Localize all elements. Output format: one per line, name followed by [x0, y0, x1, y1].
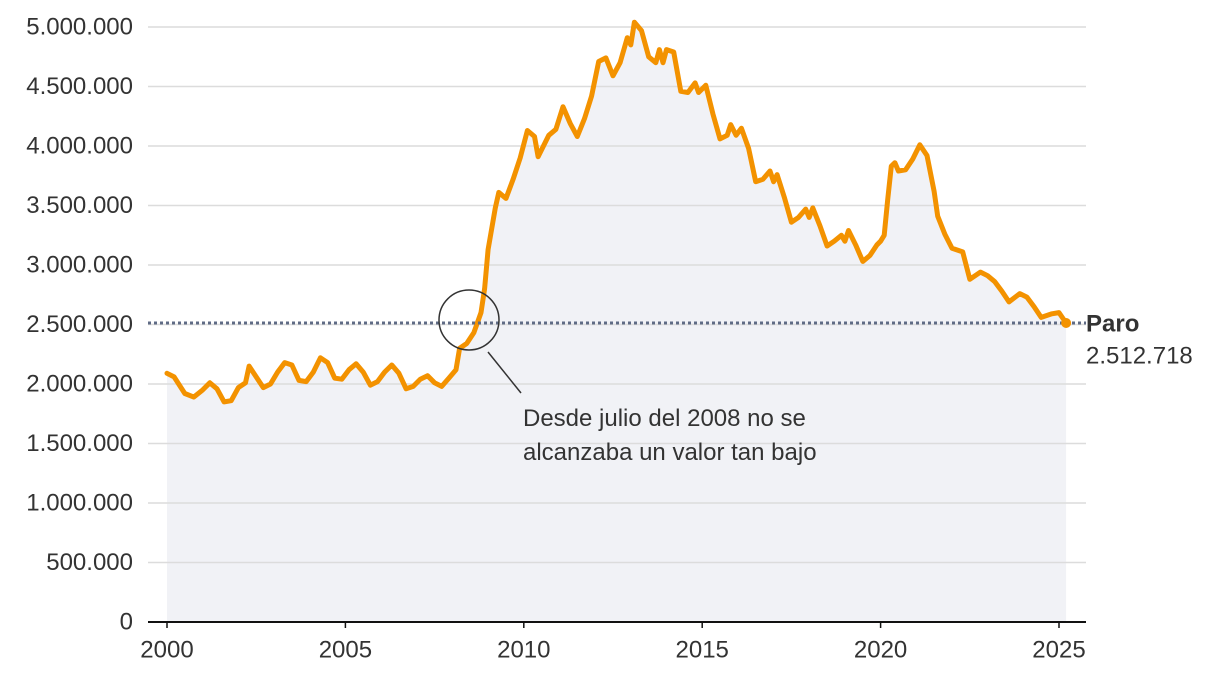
y-tick-label: 3.500.000 — [26, 192, 133, 219]
reference-value: 2.512.718 — [1086, 342, 1193, 369]
y-tick-label: 4.000.000 — [26, 132, 133, 159]
y-tick-label: 5.000.000 — [26, 13, 133, 40]
reference-name: Paro — [1086, 310, 1139, 337]
y-tick-label: 2.000.000 — [26, 370, 133, 397]
annotation-circle — [438, 289, 500, 351]
annotation: Desde julio del 2008 no se alcanzaba un … — [523, 405, 817, 466]
y-tick-label: 2.500.000 — [26, 311, 133, 338]
x-tick-label: 2020 — [854, 636, 907, 663]
x-tick-label: 2005 — [319, 636, 372, 663]
line — [164, 19, 1069, 405]
x-tick-label: 2010 — [497, 636, 550, 663]
y-tick-label: 3.000.000 — [26, 251, 133, 278]
x-tick-label: 2000 — [140, 636, 193, 663]
plot: 0 500.000 1.000.000 1.500.000 2.000.000 2.500… — [26, 13, 1193, 663]
x-tick-label: 2025 — [1032, 636, 1085, 663]
y-tick-label: 1.500.000 — [26, 430, 133, 457]
y-tick-label: 4.500.000 — [26, 73, 133, 100]
x-tick-label: 2015 — [676, 636, 729, 663]
annotation-pointer — [487, 351, 522, 394]
y-tick-label: 0 — [120, 608, 133, 635]
last-point — [1061, 317, 1072, 328]
y-tick-label: 1.000.000 — [26, 489, 133, 516]
y-tick-label: 500.000 — [46, 549, 133, 576]
